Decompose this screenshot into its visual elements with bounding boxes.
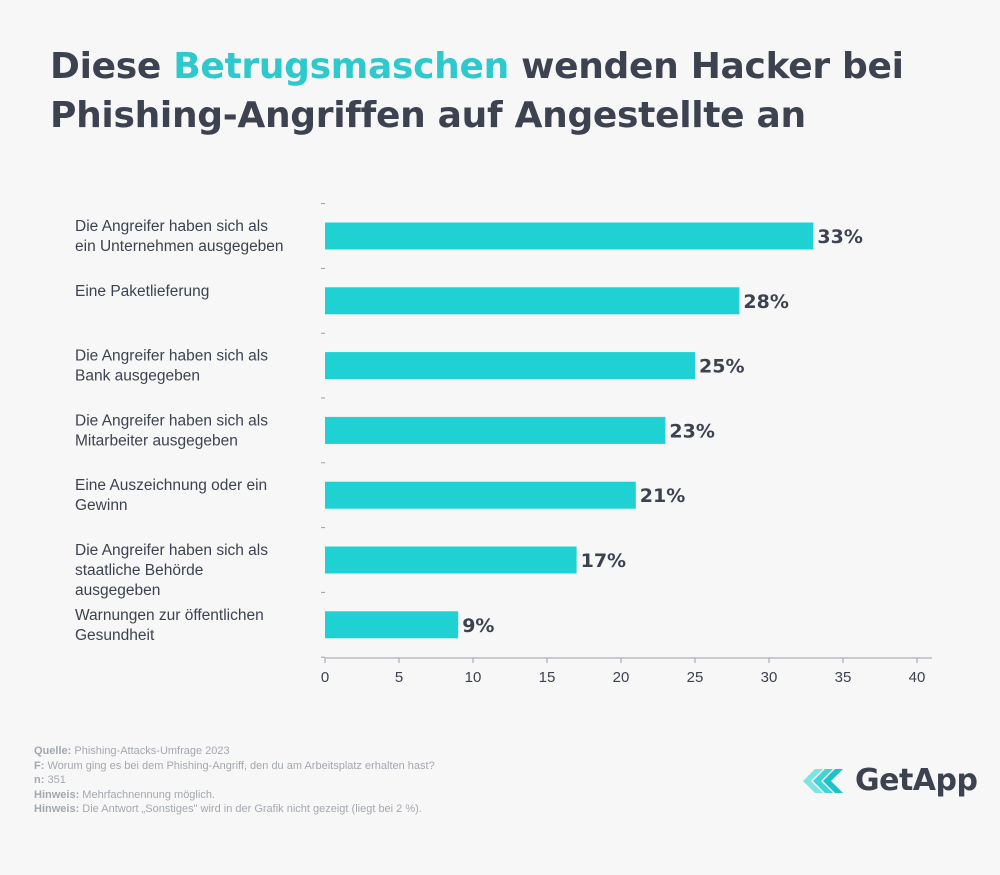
x-tick-label: 15 [539,669,556,686]
x-tick-label: 35 [835,669,852,686]
category-label-0: Die Angreifer haben sich als ein Unterneh… [75,218,284,255]
category-label-line: Die Angreifer haben sich als [75,348,268,365]
category-label-line: ausgegeben [75,582,160,599]
bar-4 [325,481,636,509]
footer-note1-label: Hinweis: [34,788,80,801]
bar-3 [325,416,666,444]
footer-question-label: F: [34,759,45,772]
logo-text: GetApp [855,763,978,798]
footer-question: F: Worum ging es bei dem Phishing-Angrif… [34,759,435,774]
bar-chart: 33% 28% 25% 23% 21% 17% 9% 0 5 10 15 20 25 30 35 40 Di… [75,203,932,686]
getapp-chevron-logo-icon [803,768,843,793]
footer-note2-text: Die Antwort „Sonstiges" wird in der Graf… [82,803,422,815]
chart-footer: Quelle: Phishing-Attacks-Umfrage 2023 F:… [34,744,435,817]
value-label-2: 25% [699,356,744,378]
x-tick-label: 10 [465,669,482,686]
title-highlight: Betrugsmaschen [173,46,509,87]
footer-n-text: 351 [47,774,66,786]
bar-0 [325,222,814,250]
value-label-1: 28% [743,291,788,313]
title-part1: Diese [50,46,174,87]
x-tick-label: 20 [613,669,630,686]
category-label-3: Die Angreifer haben sich als Mitarbeiter … [75,412,268,449]
category-label-6: Warnungen zur öffentlichen Gesundheit [75,607,264,644]
footer-n: n: 351 [34,773,435,788]
bar-6 [325,611,459,639]
category-label-line: Eine Paketlieferung [75,283,209,300]
footer-source: Quelle: Phishing-Attacks-Umfrage 2023 [34,744,435,759]
x-tick-label: 40 [909,669,926,686]
footer-n-label: n: [34,774,45,786]
bar-2 [325,352,695,380]
footer-question-text: Worum ging es bei dem Phishing-Angriff, … [47,759,435,772]
category-label-line: Die Angreifer haben sich als [75,542,268,559]
category-label-line: Mitarbeiter ausgegeben [75,432,238,449]
category-label-line: ein Unternehmen ausgegeben [75,238,284,255]
category-label-4: Eine Auszeichnung oder ein Gewinn [75,477,267,514]
getapp-logo: GetApp [803,763,978,798]
x-tick-label: 30 [761,669,778,686]
footer-note1-text: Mehrfachnennung möglich. [82,788,215,801]
x-tick-label: 25 [687,669,704,686]
category-label-line: staatliche Behörde [75,562,203,579]
value-label-5: 17% [581,550,626,572]
value-label-0: 33% [817,226,862,248]
category-label-line: Gesundheit [75,627,155,644]
footer-note2-label: Hinweis: [34,803,80,815]
category-label-line: Die Angreifer haben sich als [75,412,268,429]
x-axis: 0 5 10 15 20 25 30 35 40 [321,203,932,686]
chart-title: Diese Betrugsmaschen wenden Hacker bei P… [50,42,950,140]
bars-layer: 33% 28% 25% 23% 21% 17% 9% [325,222,863,639]
category-label-2: Die Angreifer haben sich als Bank ausgege… [75,348,268,385]
category-label-line: Die Angreifer haben sich als [75,218,268,235]
bar-5 [325,546,577,574]
category-label-5: Die Angreifer haben sich als staatliche B… [75,542,268,599]
value-label-4: 21% [640,485,685,507]
bar-1 [325,287,740,315]
value-label-6: 9% [462,615,494,637]
category-labels: Die Angreifer haben sich als ein Unterneh… [75,218,284,644]
category-label-line: Eine Auszeichnung oder ein [75,477,267,494]
footer-note2: Hinweis: Die Antwort „Sonstiges" wird in… [34,802,435,817]
x-tick-label: 0 [321,669,329,686]
category-label-line: Bank ausgegeben [75,368,200,385]
category-label-1: Eine Paketlieferung [75,283,209,300]
category-label-line: Gewinn [75,497,128,514]
title-part2: wenden Hacker bei Phishing-Angriffen auf… [50,46,904,136]
footer-source-text: Phishing-Attacks-Umfrage 2023 [74,745,230,757]
x-tick-label: 5 [395,669,403,686]
category-label-line: Warnungen zur öffentlichen [75,607,264,624]
value-label-3: 23% [669,420,714,442]
footer-source-label: Quelle: [34,745,72,757]
footer-note1: Hinweis: Mehrfachnennung möglich. [34,788,435,803]
